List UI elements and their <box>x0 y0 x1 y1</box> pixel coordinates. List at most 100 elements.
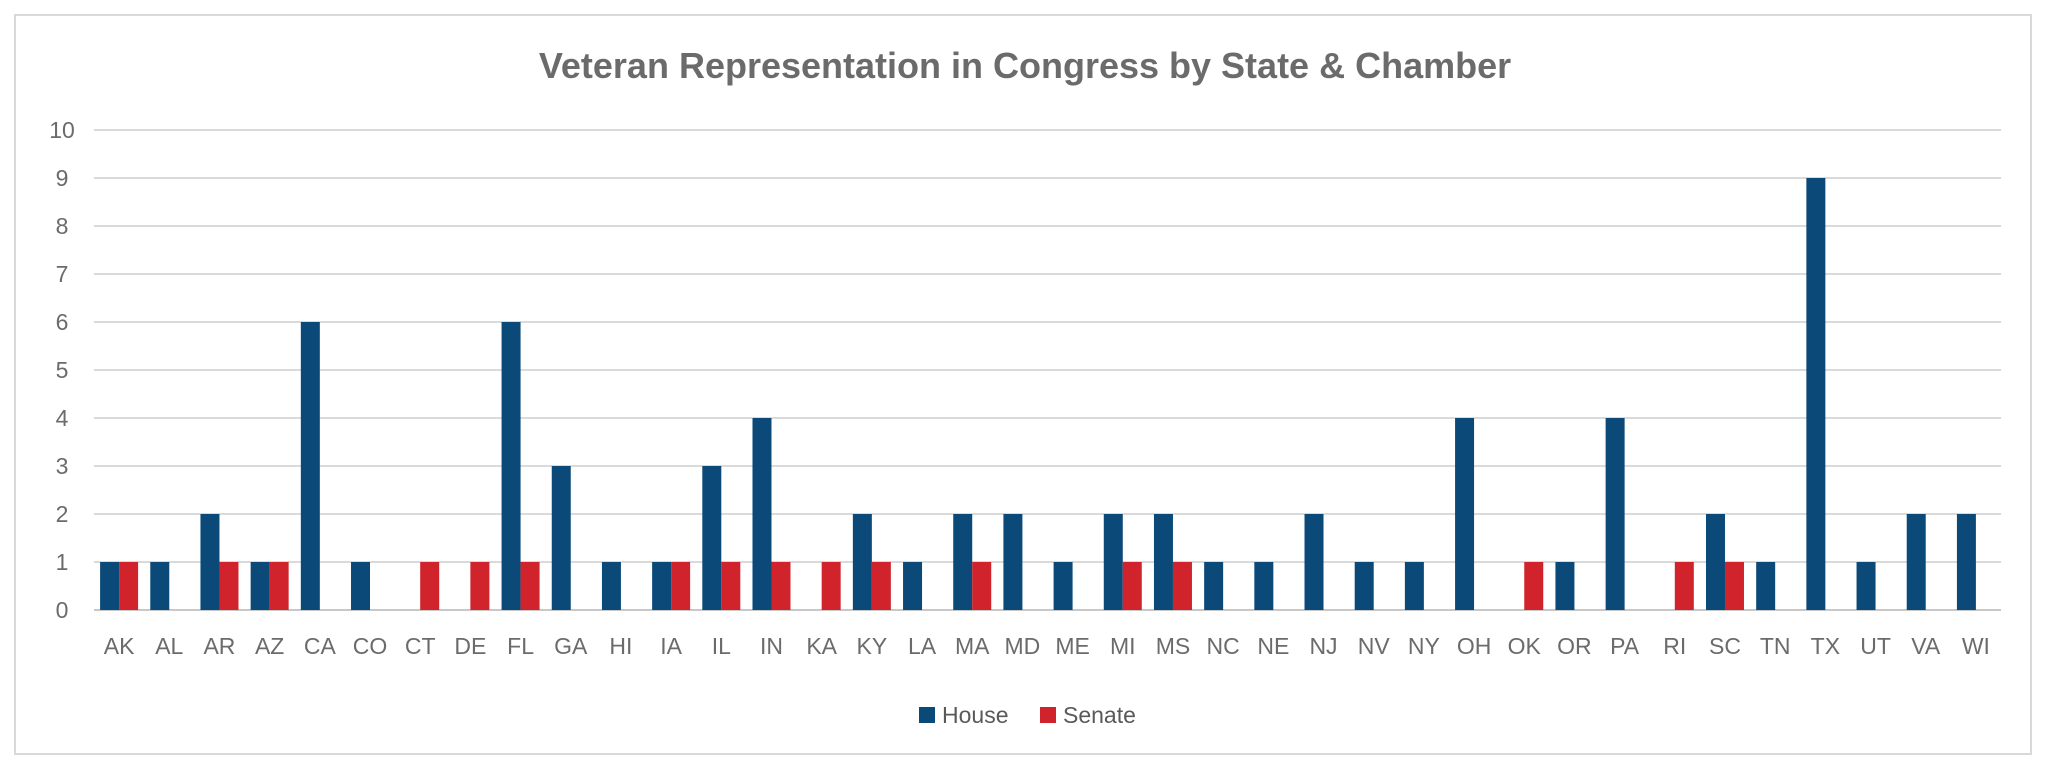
bar-senate-de <box>470 562 490 610</box>
bar-house-ga <box>551 466 571 610</box>
x-tick-label: NJ <box>1309 633 1337 659</box>
legend-swatch-house <box>919 707 935 723</box>
legend-label-house: House <box>942 702 1008 728</box>
x-tick-label: OR <box>1557 633 1592 659</box>
bar-house-va <box>1906 514 1926 610</box>
bar-house-il <box>702 466 722 610</box>
chart-frame: Veteran Representation in Congress by St… <box>14 14 2032 755</box>
x-tick-label: AL <box>155 633 183 659</box>
y-tick-label: 10 <box>49 117 75 143</box>
bar-senate-ia <box>671 562 691 610</box>
bar-senate-ct <box>420 562 440 610</box>
bar-house-fl <box>501 322 521 610</box>
x-tick-label: MA <box>955 633 990 659</box>
y-tick-label: 2 <box>56 501 69 527</box>
x-tick-label: NE <box>1257 633 1289 659</box>
gridlines <box>94 129 2001 611</box>
x-tick-label: KY <box>857 633 888 659</box>
x-tick-label: MI <box>1110 633 1136 659</box>
x-tick-label: DE <box>454 633 486 659</box>
legend: House Senate <box>919 702 1136 728</box>
x-tick-label: OK <box>1508 633 1542 659</box>
bar-senate-ar <box>219 562 239 610</box>
bar-senate-il <box>721 562 741 610</box>
y-tick-label: 6 <box>56 309 69 335</box>
x-tick-label: WI <box>1962 633 1990 659</box>
x-tick-label: AZ <box>255 633 284 659</box>
bar-house-ne <box>1254 562 1274 610</box>
x-axis-ticks: AK AL AR AZ CA CO CT DE FL GA HI IA IL IN KA KY LA MA MD ME… <box>104 633 1990 659</box>
bar-house-ar <box>200 514 220 610</box>
x-tick-label: CT <box>405 633 436 659</box>
bar-house-sc <box>1705 514 1725 610</box>
bar-senate-sc <box>1724 562 1744 610</box>
x-tick-label: ME <box>1055 633 1090 659</box>
x-tick-label: PA <box>1610 633 1640 659</box>
x-tick-label: CA <box>304 633 337 659</box>
bar-house-nj <box>1304 514 1324 610</box>
x-tick-label: IN <box>760 633 783 659</box>
bar-house-hi <box>601 562 621 610</box>
legend-item-house: House <box>919 702 1008 728</box>
bar-house-mi <box>1103 514 1123 610</box>
bar-senate-ka <box>821 562 841 610</box>
bar-house-tx <box>1806 178 1826 610</box>
bar-house-md <box>1003 514 1023 610</box>
x-tick-label: CO <box>353 633 388 659</box>
bar-senate-in <box>771 562 791 610</box>
y-tick-label: 4 <box>56 405 69 431</box>
y-tick-label: 3 <box>56 453 69 479</box>
x-tick-label: GA <box>554 633 588 659</box>
bar-house-me <box>1053 562 1073 610</box>
bar-house-ia <box>652 562 672 610</box>
bar-senate-az <box>269 562 289 610</box>
bar-house-ma <box>953 514 973 610</box>
x-tick-label: NY <box>1408 633 1440 659</box>
x-tick-label: SC <box>1709 633 1741 659</box>
bar-senate-mi <box>1122 562 1142 610</box>
bar-house-tn <box>1756 562 1776 610</box>
bar-senate-ms <box>1172 562 1192 610</box>
x-tick-label: KA <box>806 633 837 659</box>
bar-house-az <box>250 562 270 610</box>
x-tick-label: IL <box>712 633 731 659</box>
bar-house-ca <box>300 322 320 610</box>
y-tick-label: 1 <box>56 549 69 575</box>
x-tick-label: MD <box>1005 633 1041 659</box>
y-tick-label: 0 <box>56 597 69 623</box>
bar-house-ky <box>852 514 872 610</box>
x-tick-label: IA <box>660 633 682 659</box>
bar-house-oh <box>1455 418 1475 610</box>
bar-house-co <box>351 562 371 610</box>
bar-house-al <box>150 562 170 610</box>
x-tick-label: NV <box>1358 633 1391 659</box>
x-tick-label: HI <box>609 633 632 659</box>
x-tick-label: RI <box>1663 633 1686 659</box>
bar-house-nc <box>1204 562 1224 610</box>
bar-house-ny <box>1404 562 1424 610</box>
y-axis-ticks: 0 1 2 3 4 5 6 7 8 9 10 <box>49 117 75 623</box>
y-tick-label: 7 <box>56 261 69 287</box>
bar-senate-ak <box>119 562 139 610</box>
x-tick-label: LA <box>908 633 937 659</box>
bar-house-ms <box>1153 514 1173 610</box>
bar-house-ut <box>1856 562 1876 610</box>
bar-senate-fl <box>520 562 540 610</box>
x-tick-label: TN <box>1760 633 1791 659</box>
x-tick-label: VA <box>1911 633 1941 659</box>
x-tick-label: AK <box>104 633 135 659</box>
x-tick-label: UT <box>1860 633 1891 659</box>
bar-house-or <box>1555 562 1575 610</box>
bar-senate-ri <box>1674 562 1694 610</box>
x-tick-label: OH <box>1457 633 1492 659</box>
bar-house-nv <box>1354 562 1374 610</box>
legend-label-senate: Senate <box>1063 702 1136 728</box>
x-tick-label: NC <box>1207 633 1240 659</box>
bar-house-pa <box>1605 418 1625 610</box>
bar-senate-ma <box>972 562 992 610</box>
x-tick-label: AR <box>203 633 235 659</box>
bar-house-ak <box>100 562 120 610</box>
x-tick-label: FL <box>507 633 534 659</box>
chart: Veteran Representation in Congress by St… <box>49 45 2001 728</box>
x-tick-label: MS <box>1156 633 1191 659</box>
